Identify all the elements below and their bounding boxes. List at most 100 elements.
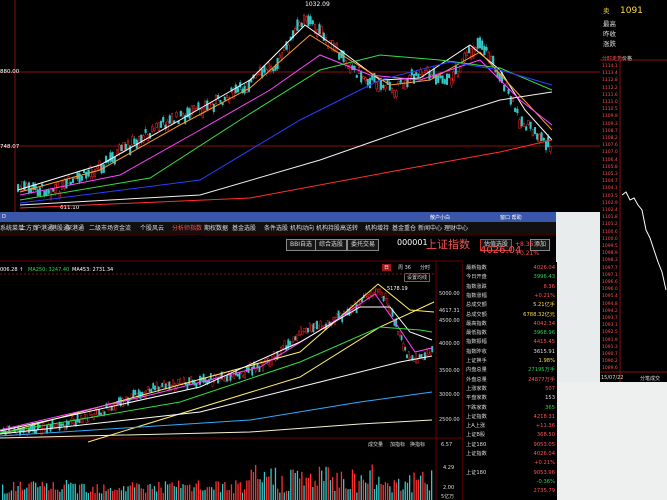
vol-tab-add[interactable]: 加指标 [390,441,405,448]
menu-item[interactable]: 深港通 [66,225,85,232]
volume-bar [272,484,274,500]
toolbar-button[interactable]: BBI自选 [286,239,317,251]
candle-body [362,76,365,79]
menu-item[interactable]: 理财中心 [444,225,469,232]
quote-row: 上证B股 368.50 [463,431,557,439]
menu-item[interactable]: 个股风云 [140,225,165,232]
stock-change: +8.36 [515,241,534,248]
menu-item[interactable]: 机构持股 [316,225,341,232]
menu-item[interactable]: 二级市场 [89,225,114,232]
candle-body [225,95,229,98]
menu-item[interactable]: 基金选股 [232,225,257,232]
candle-body [409,357,412,360]
volume-bar [142,488,145,500]
menu-item[interactable]: 系统菜单 [0,225,25,232]
volume-bar [409,475,411,500]
period-intraday[interactable]: 分时 [420,265,431,271]
volume-bar [400,490,402,500]
candle-body [312,323,315,333]
vol-tab-switch[interactable]: 换指标 [410,441,425,448]
candle-body [164,383,167,389]
volume-bar [222,483,224,500]
right-tab-price[interactable]: 价格 [622,56,633,62]
moving-average-line [19,54,553,201]
candle-body [146,386,149,390]
menu-item[interactable]: 新闻中心 [418,225,443,232]
volume-bar [219,492,222,500]
candle-body [366,78,369,86]
candle-body [26,430,29,436]
candle-body [47,190,50,194]
volume-bar [371,464,373,500]
candle-body [516,108,519,114]
volume-bar [173,486,175,500]
quote-row: 2735.79 [463,487,557,495]
toolbar-button[interactable]: 综合选股 [315,239,348,251]
candle-body [262,362,264,372]
right-footer-tab[interactable]: 分笔成交 [640,376,661,382]
candle-body [60,180,64,190]
title-right[interactable]: 窗口 帮助 [500,215,522,221]
toolbar-button[interactable]: 委托交易 [347,239,380,251]
menu-item[interactable]: 机构动向 [290,225,315,232]
price-axis: 5000.00 4617.31 4500.00 4000.00 3500.00 3000.… [439,291,460,423]
volume-bar [283,492,285,500]
candle-body [197,102,200,110]
period-week[interactable]: 周 36 [398,265,411,271]
quote-row: 内盘总量 27195万手 [463,366,557,374]
candle-body [472,45,475,58]
candle-body [93,169,97,177]
chart-head: 006.28 ↑ [0,267,24,273]
ma453-label: MA453: 2731.34 [72,267,114,273]
candle-body [175,112,178,117]
vol-axis-top: 6.57 [441,442,452,448]
menu-item[interactable]: 分析师指数 [172,225,203,232]
candle-body [76,414,79,423]
volume-bar [105,491,107,500]
toolbar-button[interactable]: 添加 [530,239,551,251]
menu-item[interactable]: 上方页 [20,225,39,232]
volume-bar [85,491,87,500]
quote-row: 最高指数 4042.34 [463,320,557,328]
candle-body [349,64,352,74]
candle-body [289,341,291,346]
volume-bar [411,492,413,500]
price-axis-label: 3000.00 [439,392,460,398]
candle-body [233,374,236,379]
menu-item[interactable]: 条件选股 [264,225,289,232]
candle-body [170,112,174,125]
menu-item[interactable]: 期权数据 [204,225,229,232]
vol-tab-volume[interactable]: 成交量 [368,441,383,448]
quote-value: 4042.34 [533,320,555,327]
menu-item[interactable]: 基金重仓 [392,225,417,232]
candle-body [402,342,405,351]
candle-body [296,334,299,341]
toolbar-button[interactable]: 估值选股 [480,239,513,251]
quote-value: 9053.96 [533,469,555,476]
volume-bar [26,487,28,500]
period-day[interactable]: 日 [382,264,392,271]
right-tab-intraday[interactable]: 分时走势 [602,56,623,62]
right-price-tick: 1103.5 [602,193,618,199]
candle-body [219,100,222,103]
menu-item[interactable]: 机构增持 [365,225,390,232]
menu-item[interactable]: 高送转 [340,225,359,232]
candle-body [483,46,486,56]
menu-item[interactable]: 港股通 [51,225,70,232]
volume-bar [426,484,428,500]
right-price-tick: 1098.3 [602,258,618,264]
candle-body [368,294,371,299]
candle-body [58,421,61,431]
volume-bar [158,481,160,500]
menu-item[interactable]: 资金流 [113,225,132,232]
volume-bar [305,477,307,500]
volume-bar [246,480,248,500]
volume-bar [184,485,186,500]
candle-body [65,178,68,189]
menu-item[interactable]: 沪港通 [35,225,54,232]
volume-bar [202,490,204,500]
candle-body [89,166,92,177]
volume-bar [37,487,39,500]
volume-bar [325,466,327,500]
moving-average-line [0,355,433,435]
